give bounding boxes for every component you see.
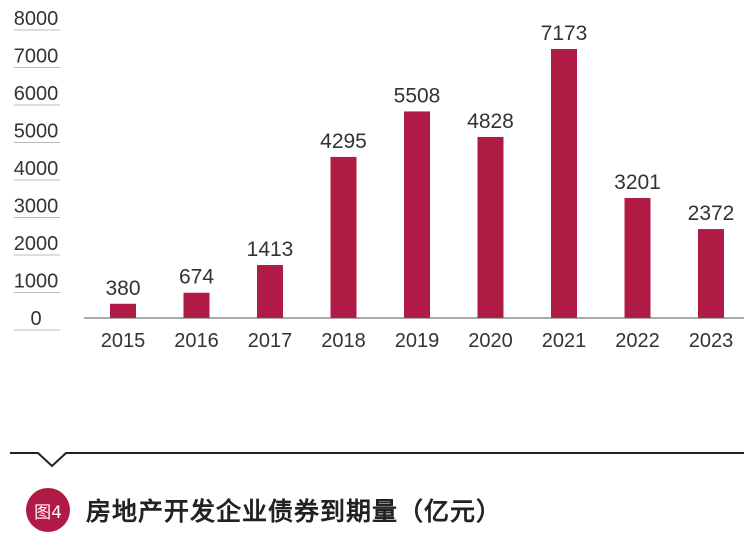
- data-label-2023: 2372: [688, 202, 735, 225]
- x-axis-ticks: 2015 2016 2017 2018 2019 2020 2021 2022 2023: [101, 330, 734, 352]
- figure-number-badge: 图4: [26, 488, 70, 532]
- data-label-2015: 380: [105, 277, 140, 300]
- x-tick-label-2016: 2016: [174, 330, 219, 352]
- bar-2018: [330, 156, 357, 318]
- data-label-2018: 4295: [320, 130, 367, 153]
- y-tick-label: 4000: [14, 158, 59, 180]
- y-tick-label: 1000: [14, 271, 59, 293]
- data-label-2016: 674: [179, 266, 214, 289]
- data-label-2021: 7173: [541, 22, 588, 45]
- data-labels: 380 674 1413 4295 5508 4828 7173 3201 2372: [105, 22, 734, 300]
- y-tick-label: 5000: [14, 121, 59, 143]
- bar-2020: [477, 136, 504, 318]
- y-tick-label: 7000: [14, 46, 59, 68]
- bar-2019: [404, 111, 430, 318]
- bar-2022: [624, 197, 651, 318]
- x-tick-label-2015: 2015: [101, 330, 146, 352]
- bar-2017: [257, 265, 283, 318]
- caption-divider: [10, 452, 744, 468]
- bar-2021: [551, 49, 577, 318]
- data-label-2020: 4828: [467, 110, 514, 133]
- x-tick-label-2021: 2021: [542, 330, 587, 352]
- figure-title: 房地产开发企业债券到期量（亿元）: [86, 497, 503, 526]
- bars: [110, 49, 724, 318]
- data-label-2022: 3201: [614, 171, 661, 194]
- y-tick-label: 3000: [14, 196, 59, 218]
- bar-2015: [110, 303, 136, 318]
- x-tick-label-2023: 2023: [689, 330, 734, 352]
- x-tick-label-2018: 2018: [321, 330, 366, 352]
- y-tick-label: 0: [30, 308, 41, 330]
- bar-2016: [183, 292, 210, 318]
- y-tick-label: 2000: [14, 233, 59, 255]
- x-tick-label-2017: 2017: [248, 330, 293, 352]
- figure-caption: 图4 房地产开发企业债券到期量（亿元）: [26, 488, 503, 532]
- y-tick-label: 6000: [14, 83, 59, 105]
- data-label-2017: 1413: [247, 238, 294, 261]
- data-label-2019: 5508: [394, 84, 441, 107]
- x-tick-label-2022: 2022: [615, 330, 660, 352]
- x-tick-label-2020: 2020: [468, 330, 513, 352]
- y-tick-label: 8000: [14, 8, 59, 30]
- bar-2023: [698, 229, 724, 318]
- y-axis-ticks: 8000 7000 6000 5000 4000 3000 2000 1000 0: [14, 8, 60, 331]
- x-tick-label-2019: 2019: [395, 330, 440, 352]
